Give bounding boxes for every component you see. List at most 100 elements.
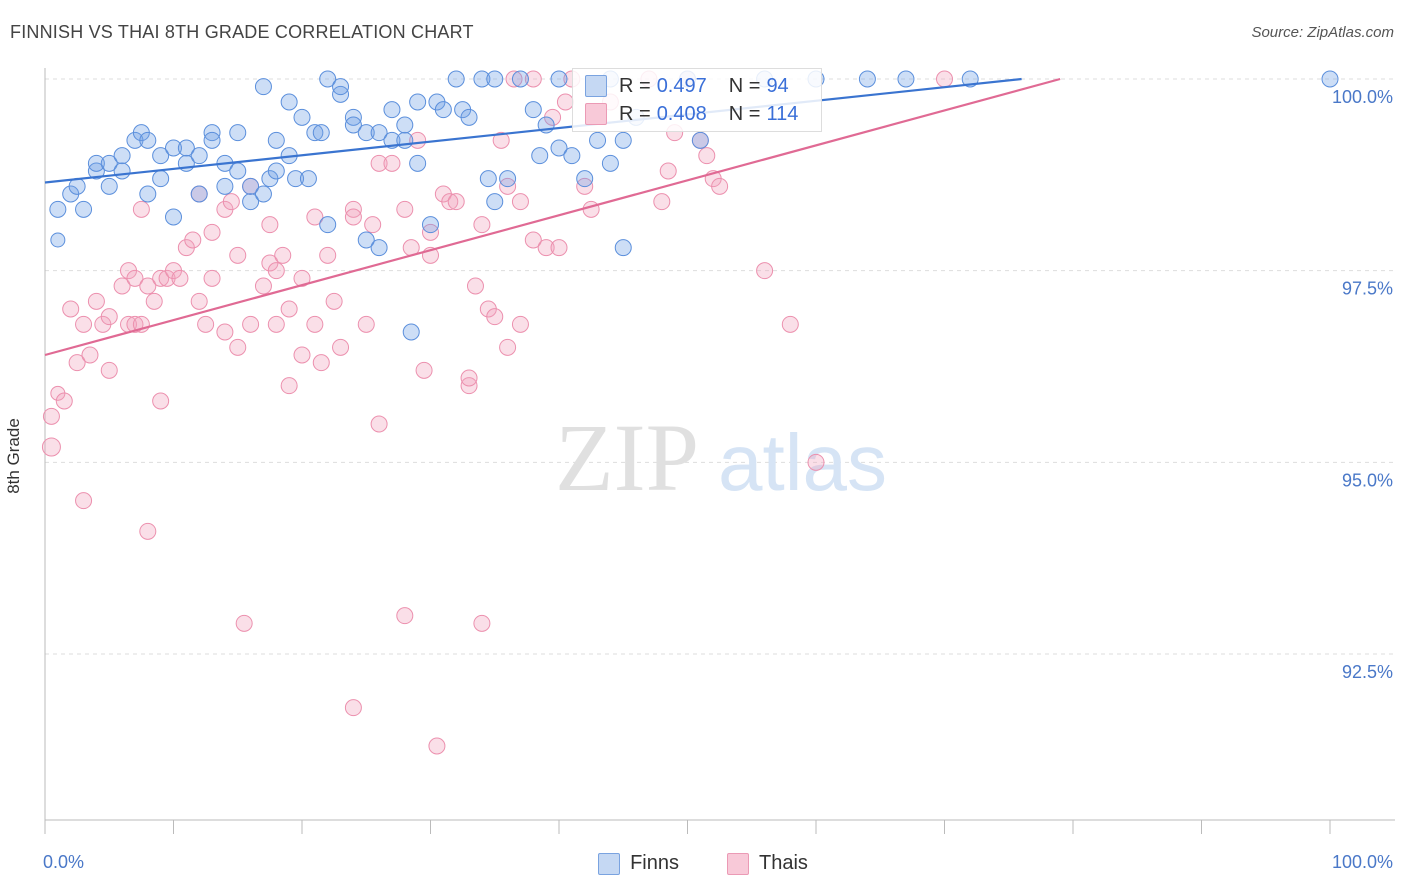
thais-point [42, 407, 60, 425]
thais-point [492, 131, 510, 149]
thais-point [312, 354, 330, 372]
thais-point [756, 262, 774, 280]
thais-point [152, 392, 170, 410]
finns-point [113, 162, 131, 180]
thais-point [582, 200, 600, 218]
finns-point [50, 232, 66, 248]
finns-point [306, 124, 324, 142]
finns-point [177, 139, 195, 157]
finns-point [473, 70, 491, 88]
thais-point [550, 239, 568, 257]
thais-point [344, 208, 362, 226]
finns-point [229, 124, 247, 142]
finns-point [87, 154, 105, 172]
finns-point [280, 93, 298, 111]
thais-point [499, 338, 517, 356]
watermark-zip: ZIP [555, 404, 699, 511]
finns-point [1321, 70, 1339, 88]
thais-point [357, 315, 375, 333]
finns-point [319, 216, 337, 234]
finns-point [216, 177, 234, 195]
finns-point [242, 177, 260, 195]
thais-point [936, 70, 953, 88]
grid-lines [45, 78, 1395, 655]
thais-point [396, 607, 414, 625]
thais-point [325, 292, 343, 310]
finns-point [152, 147, 170, 165]
finns-point [287, 170, 305, 188]
thais-point [139, 522, 157, 540]
thais-point [197, 315, 215, 333]
finns-point [550, 139, 568, 157]
finns-point [152, 170, 170, 188]
finns-point [589, 131, 607, 149]
finns-point [383, 101, 401, 119]
legend-n-value: 94 [766, 74, 789, 97]
finns-point [100, 154, 118, 172]
thais-point [486, 308, 504, 326]
finns-point [190, 147, 208, 165]
thais-point [293, 269, 311, 287]
finns-point [100, 177, 118, 195]
thais-point [711, 177, 729, 195]
chart-title: FINNISH VS THAI 8TH GRADE CORRELATION CH… [10, 22, 474, 42]
thais-point [537, 239, 555, 257]
thais-point [184, 231, 202, 249]
thais-point [261, 216, 279, 234]
legend-swatch-finns [598, 852, 621, 875]
finns-point [165, 208, 182, 226]
trend-lines [44, 77, 1061, 357]
thais-point [68, 354, 86, 372]
thais-point [254, 277, 272, 295]
finns-point [190, 185, 208, 203]
thais-point [267, 315, 285, 333]
thais-point [428, 737, 446, 755]
legend-n-label: N = [728, 102, 761, 125]
legend-r-label: R = [619, 102, 651, 125]
legend-row-finns: R = 0.497 N = 94 [585, 73, 811, 99]
finns-point [370, 239, 388, 257]
finns-point [486, 193, 504, 211]
finns-point [242, 193, 260, 211]
finns-point [312, 124, 330, 142]
thais-point [524, 231, 542, 249]
finns-point [434, 101, 452, 119]
thais-point [466, 277, 484, 295]
finns-point [49, 200, 67, 218]
finns-point [139, 185, 157, 203]
thais-point [75, 492, 93, 510]
finns-point [479, 170, 497, 188]
finns-point [409, 93, 427, 111]
thais-point [293, 346, 311, 364]
finns-point [563, 147, 581, 165]
finns-point [511, 70, 529, 88]
finns-point [357, 231, 375, 249]
legend-n-value: 114 [766, 102, 799, 125]
thais-point [319, 246, 337, 264]
thais-point [807, 453, 825, 471]
thais-point [222, 193, 240, 211]
finns-point [332, 78, 350, 96]
thais-point [81, 346, 99, 364]
thais-point [447, 193, 465, 211]
thais-point [203, 269, 221, 287]
thais-point [41, 437, 61, 457]
finns-point [524, 101, 542, 119]
thais-point [306, 208, 324, 226]
thais-point [62, 300, 80, 318]
thais-point [698, 147, 716, 165]
finns-point [691, 131, 709, 149]
thais-point [505, 70, 523, 88]
finns-point [402, 323, 420, 341]
finns-point [447, 70, 465, 88]
thais-point [139, 277, 157, 295]
finns-point [267, 162, 285, 180]
finns-trend-line [44, 77, 1022, 184]
thais-point [267, 262, 285, 280]
thais-point [344, 699, 362, 717]
axes [44, 68, 1395, 834]
thais-point [229, 246, 247, 264]
thais-point [216, 323, 234, 341]
thais-point [364, 216, 382, 234]
thais-point [235, 614, 253, 632]
